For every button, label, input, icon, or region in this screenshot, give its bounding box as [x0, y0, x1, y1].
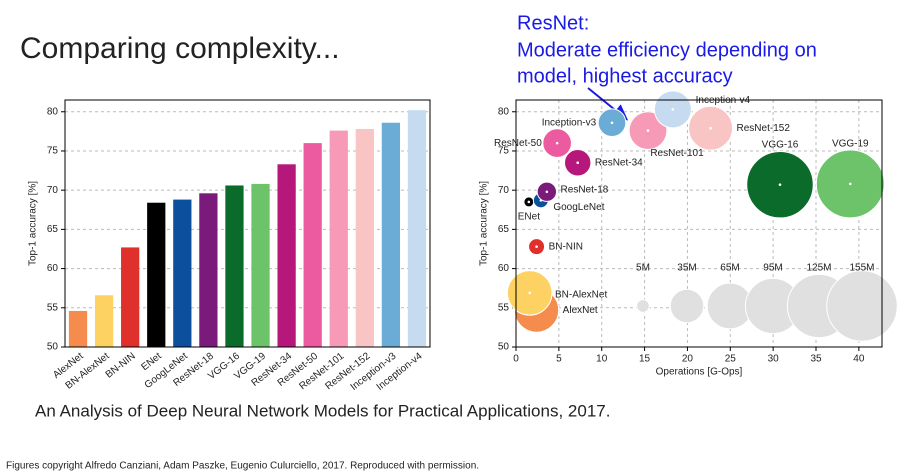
x-tick-label: 15 [639, 354, 651, 365]
bar [329, 130, 348, 347]
size-legend-label: 65M [720, 263, 739, 274]
x-tick-label: 5 [556, 354, 562, 365]
bubble-center [610, 121, 614, 125]
bar [173, 199, 192, 347]
bar [68, 310, 88, 347]
bubble-label: VGG-19 [832, 139, 869, 150]
plot-frame [64, 99, 431, 348]
y-tick-label: 70 [498, 185, 510, 196]
annotation: ResNet: [517, 12, 589, 34]
bar [381, 122, 401, 347]
y-tick-label: 80 [498, 106, 510, 117]
x-tick-label: 35 [810, 354, 822, 365]
size-legend-bubble [669, 288, 705, 324]
size-legend-bubble [826, 270, 898, 342]
citation: An Analysis of Deep Neural Network Model… [35, 401, 610, 420]
x-tick-label: 25 [725, 354, 737, 365]
y-tick-label: 50 [47, 342, 59, 353]
slide-title: Comparing complexity... [20, 32, 340, 65]
bubble-label: ResNet-152 [737, 123, 791, 134]
bar [355, 129, 374, 347]
bar [147, 202, 166, 347]
bubble-label: BN-NIN [549, 241, 583, 252]
bubble-label: VGG-16 [762, 139, 799, 150]
y-tick-label: 65 [498, 224, 510, 235]
y-tick-label: 65 [47, 224, 59, 235]
bar [277, 164, 296, 347]
bubble-label: ResNet-50 [494, 138, 542, 149]
size-legend-label: 155M [849, 263, 874, 274]
size-legend-label: 35M [677, 263, 696, 274]
bubble-center [778, 183, 782, 186]
size-legend-label: 5M [636, 263, 650, 274]
bar [303, 143, 322, 347]
annotation: model, highest accuracy [517, 65, 733, 87]
y-tick-label: 55 [47, 302, 59, 313]
bar [199, 193, 218, 347]
y-tick-label: 50 [498, 342, 510, 353]
x-tick-label: BN-NIN [104, 351, 138, 381]
annotation: Moderate efficiency depending on [517, 39, 817, 61]
bubble-center [576, 161, 580, 165]
bubble-center [646, 129, 650, 132]
bar [94, 295, 114, 347]
bubble-label: ResNet-34 [595, 157, 643, 168]
size-legend-label: 125M [806, 263, 831, 274]
bubble-center [527, 200, 531, 204]
bubble-label: ResNet-101 [650, 148, 704, 159]
x-tick-label: 10 [596, 354, 608, 365]
size-legend-bubble [636, 299, 650, 313]
y-axis-label: Top-1 accuracy [%] [28, 181, 39, 266]
bubble-center [545, 190, 549, 194]
bubble-label: Inception-v3 [542, 117, 597, 128]
bubble-label: GoogLeNet [553, 202, 604, 213]
bubble-center [535, 245, 538, 248]
x-tick-label: 30 [768, 354, 780, 365]
plot-frame [515, 99, 883, 348]
bar [407, 110, 427, 347]
bubble-center [528, 291, 532, 295]
bubble-center [709, 126, 712, 130]
bar [225, 185, 244, 347]
copyright: Figures copyright Alfredo Canziani, Adam… [6, 461, 479, 472]
y-tick-label: 60 [498, 263, 510, 274]
bubble-label: ResNet-18 [561, 184, 609, 195]
bubble-label: Inception-v4 [696, 95, 751, 106]
bubble-center [671, 108, 675, 111]
size-legend-label: 95M [763, 263, 782, 274]
bubble-label: BN-AlexNet [555, 290, 607, 301]
x-tick-label: 40 [853, 354, 865, 365]
bubble-center [848, 182, 852, 186]
y-tick-label: 70 [47, 185, 59, 196]
bubble-center [555, 141, 559, 145]
x-tick-label: 0 [513, 354, 519, 365]
bubble-label: AlexNet [563, 305, 598, 316]
bar [121, 247, 140, 347]
y-tick-label: 55 [498, 302, 510, 313]
x-tick-label: 20 [682, 354, 694, 365]
y-tick-label: 75 [498, 146, 510, 157]
y-tick-label: 80 [47, 106, 59, 117]
bubble-label: ENet [518, 212, 540, 223]
y-tick-label: 60 [47, 263, 59, 274]
x-axis-label: Operations [G-Ops] [656, 367, 743, 378]
y-tick-label: 75 [47, 146, 59, 157]
y-axis-label: Top-1 accuracy [%] [479, 181, 490, 266]
bar [251, 183, 270, 347]
